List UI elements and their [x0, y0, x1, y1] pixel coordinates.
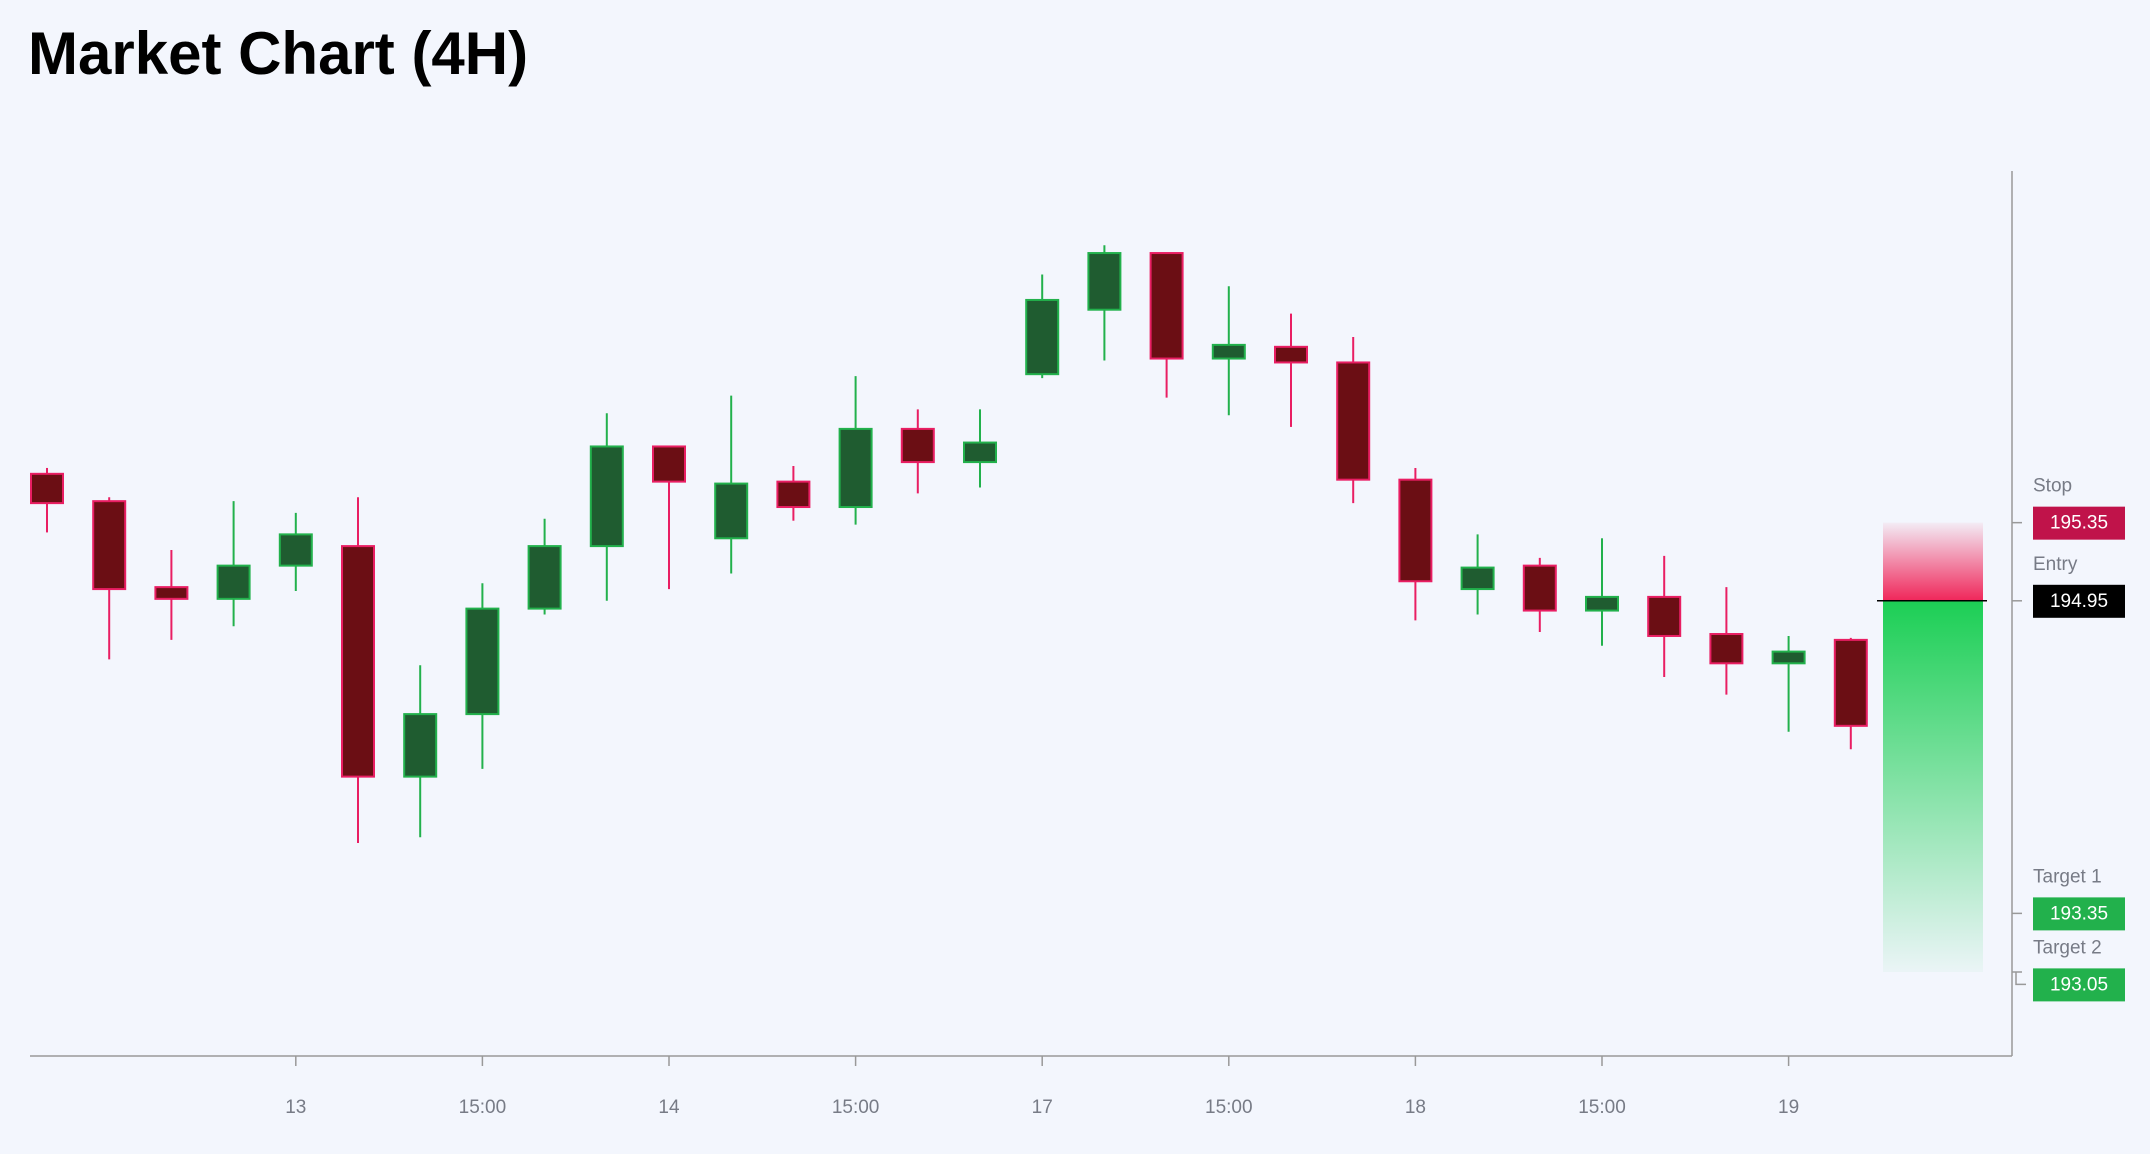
- level-name: Target 1: [2033, 866, 2102, 887]
- level-value: 194.95: [2050, 591, 2108, 612]
- candle-body: [1398, 478, 1433, 583]
- candle-body: [900, 427, 935, 464]
- level-value: 193.35: [2050, 903, 2108, 924]
- level-value: 193.05: [2050, 974, 2108, 995]
- candle-body: [216, 564, 251, 600]
- x-tick-label: 17: [1032, 1097, 1053, 1118]
- x-tick-label: 15:00: [1578, 1097, 1626, 1118]
- x-tick-label: 14: [658, 1097, 680, 1118]
- level-box: [2033, 584, 2125, 618]
- reward-zone: [1883, 600, 1983, 972]
- candle-body: [92, 500, 127, 591]
- candle-body: [527, 545, 562, 610]
- candle-body: [652, 445, 686, 483]
- level-box: [2033, 506, 2125, 540]
- level-box: [2033, 968, 2125, 1002]
- candle-body: [1336, 361, 1371, 481]
- candle-body: [154, 586, 189, 600]
- candle-body: [1025, 298, 1060, 376]
- candle-body: [30, 472, 64, 505]
- level-connector: [2015, 971, 2026, 986]
- level-name: Stop: [2033, 476, 2072, 497]
- candle-body: [714, 482, 749, 540]
- candle-body: [465, 607, 500, 716]
- candle-body: [341, 545, 375, 778]
- candle-body: [838, 427, 873, 509]
- candle-body: [1460, 566, 1495, 591]
- x-tick-label: 19: [1778, 1097, 1799, 1118]
- candle-body: [403, 713, 438, 778]
- level-value: 195.35: [2050, 513, 2108, 534]
- level-name: Target 2: [2033, 937, 2102, 958]
- x-tick-label: 18: [1405, 1097, 1426, 1118]
- candle-body: [1647, 595, 1682, 637]
- x-tick-label: 15:00: [459, 1097, 507, 1118]
- x-tick-label: 15:00: [832, 1097, 880, 1118]
- candle-body: [1211, 343, 1246, 360]
- candle-body: [1274, 345, 1308, 364]
- level-name: Entry: [2033, 554, 2078, 575]
- candle-body: [1149, 252, 1184, 360]
- candle-body: [776, 480, 811, 509]
- candle-body: [1833, 638, 1868, 727]
- candle-body: [1087, 252, 1122, 311]
- x-tick-label: 13: [285, 1097, 306, 1118]
- chart-title: Market Chart (4H): [28, 20, 528, 87]
- candle-body: [589, 445, 624, 548]
- candle-body: [1709, 633, 1744, 665]
- level-box: [2033, 897, 2125, 931]
- candle-body: [1585, 595, 1619, 612]
- candle-body: [278, 533, 313, 567]
- candle-body: [1522, 564, 1557, 612]
- x-tick-label: 15:00: [1205, 1097, 1253, 1118]
- risk-zone: [1883, 522, 1983, 601]
- candle-body: [963, 441, 997, 464]
- candle-body: [1771, 650, 1806, 665]
